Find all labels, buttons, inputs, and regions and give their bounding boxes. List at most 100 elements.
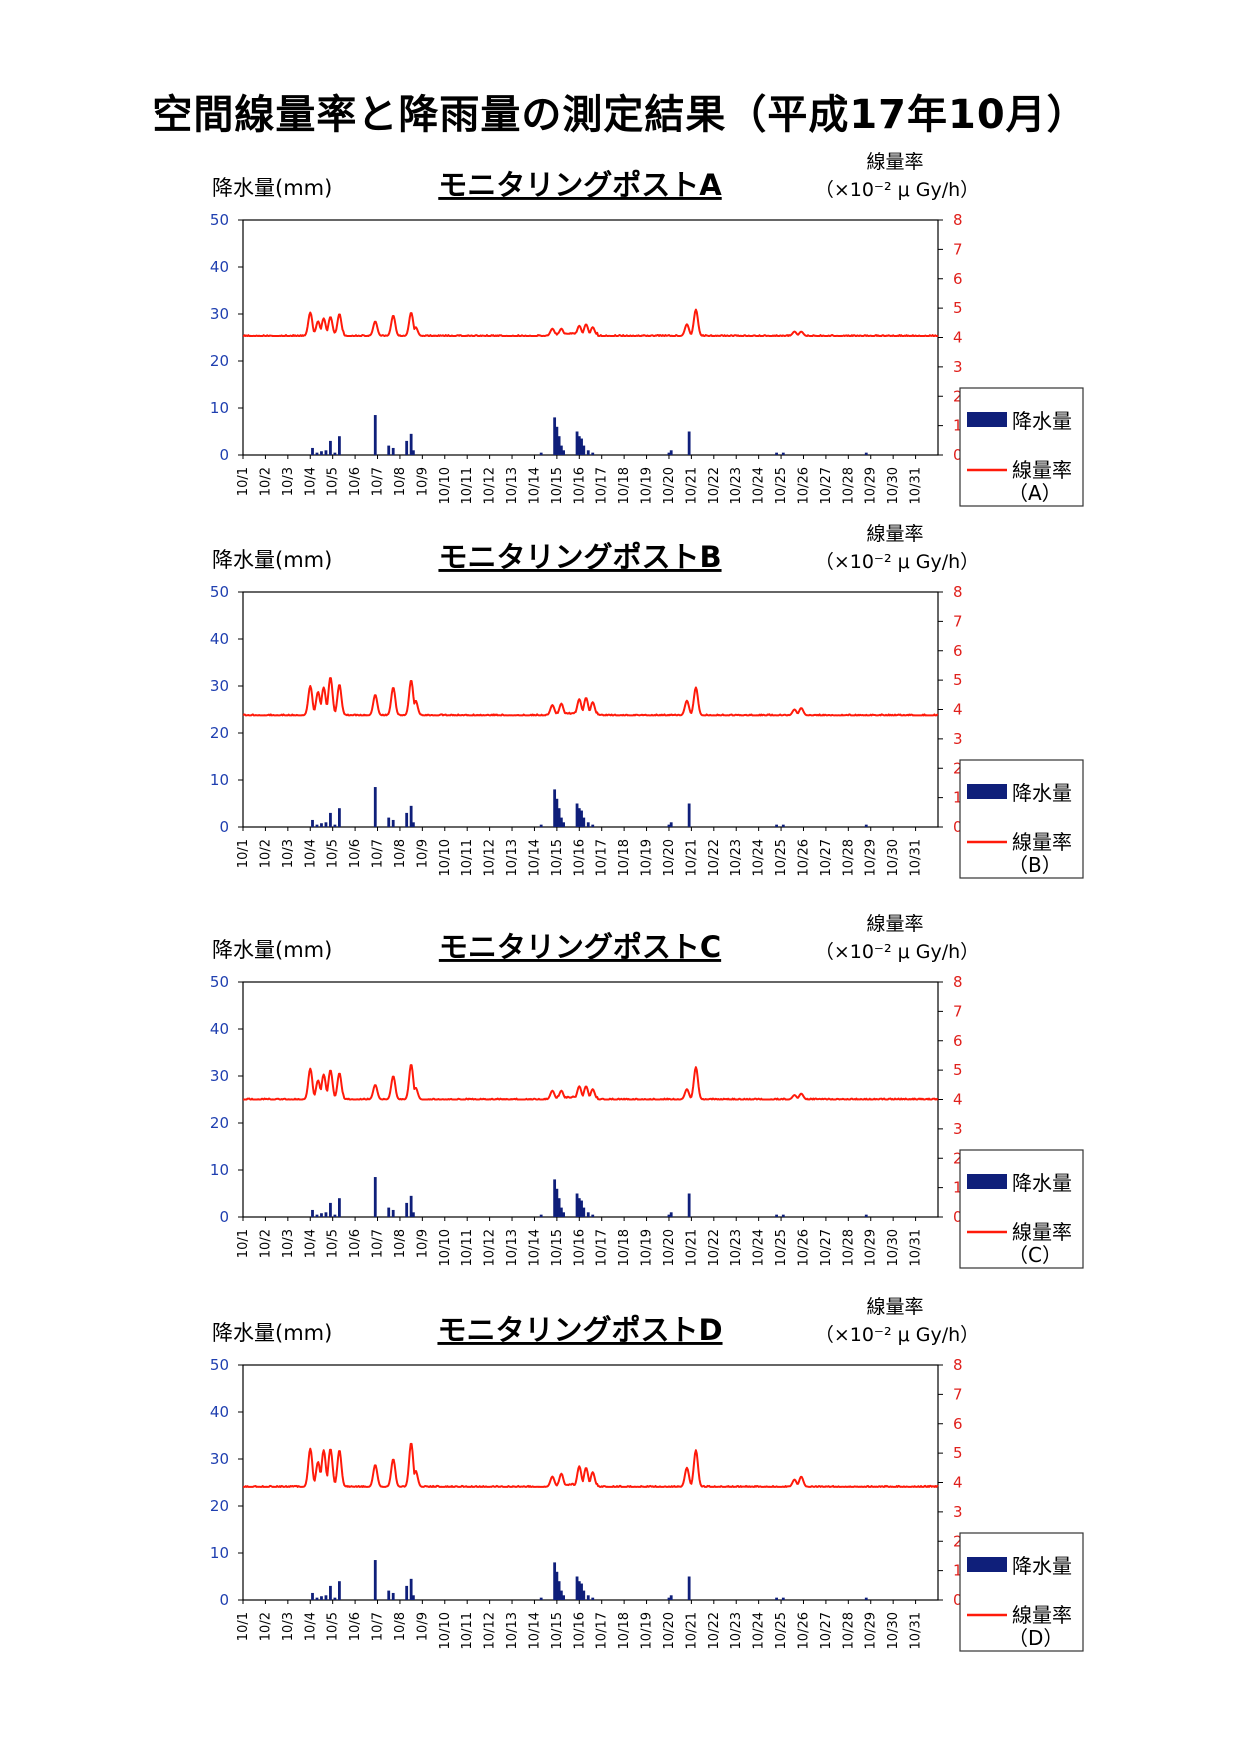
legend-dose-sub: （D） [1008, 1626, 1063, 1650]
rain-bar [315, 452, 319, 455]
x-tick-label: 10/8 [393, 839, 408, 868]
left-axis-label: 降水量(mm) [212, 938, 332, 962]
x-tick-label: 10/17 [595, 467, 610, 504]
x-tick-label: 10/25 [774, 839, 789, 876]
rain-bar [575, 431, 579, 455]
x-tick-label: 10/2 [258, 1612, 273, 1641]
x-tick-label: 10/17 [595, 1229, 610, 1266]
rain-bar [324, 1212, 328, 1217]
chart-title: モニタリングポストC [439, 930, 721, 964]
x-tick-label: 10/1 [236, 1229, 251, 1258]
rain-bar [586, 822, 590, 827]
rain-bar [781, 452, 785, 455]
x-tick-label: 10/28 [841, 467, 856, 504]
rain-bar [311, 819, 314, 827]
left-tick-label: 0 [219, 818, 229, 836]
rain-bar [320, 823, 323, 827]
left-tick-label: 20 [210, 1497, 229, 1515]
rain-bar [411, 450, 415, 455]
right-tick-label: 3 [953, 730, 963, 748]
x-tick-label: 10/9 [415, 1612, 430, 1641]
rain-bar [311, 1209, 314, 1217]
x-tick-label: 10/28 [841, 1229, 856, 1266]
rain-bar [391, 819, 395, 827]
x-tick-label: 10/9 [415, 839, 430, 868]
x-tick-label: 10/23 [729, 1612, 744, 1649]
right-tick-label: 2 [953, 759, 963, 777]
rain-bar [320, 1213, 323, 1217]
x-tick-label: 10/4 [303, 1612, 318, 1641]
rain-bar [391, 1209, 395, 1217]
right-tick-label: 2 [953, 1149, 963, 1167]
right-tick-label: 6 [953, 642, 963, 660]
right-tick-label: 8 [953, 211, 963, 229]
x-tick-label: 10/11 [460, 467, 475, 504]
rain-bar [557, 808, 561, 827]
x-tick-label: 10/18 [617, 1612, 632, 1649]
legend-box [959, 1149, 1084, 1269]
plot-area [242, 219, 939, 456]
rain-bar [575, 803, 579, 827]
rain-bar [405, 440, 409, 455]
rain-bar [411, 822, 415, 827]
rain-bar [539, 1214, 543, 1217]
rain-bar [562, 1595, 565, 1600]
rain-bar [562, 822, 565, 827]
left-tick-label: 30 [210, 1067, 229, 1085]
x-tick-label: 10/24 [752, 1229, 767, 1266]
x-tick-label: 10/31 [909, 1612, 924, 1649]
rain-bar [338, 808, 341, 827]
rain-bar [333, 1597, 337, 1600]
legend-rain-swatch [967, 412, 1007, 427]
rain-bar [586, 1595, 590, 1600]
rain-bar [562, 1212, 565, 1217]
x-tick-label: 10/5 [326, 1612, 341, 1641]
x-tick-label: 10/10 [438, 1229, 453, 1266]
left-tick-label: 20 [210, 352, 229, 370]
left-tick-label: 10 [210, 771, 229, 789]
x-tick-label: 10/30 [886, 1229, 901, 1266]
rain-bar [329, 440, 332, 455]
rain-bar [324, 1595, 328, 1600]
rain-bar [580, 810, 583, 827]
rain-bar [781, 1597, 785, 1600]
rain-bar [324, 450, 328, 455]
legend-rain-label: 降水量 [1012, 409, 1072, 433]
x-tick-label: 10/29 [864, 467, 879, 504]
rain-bar [687, 1576, 691, 1600]
left-tick-label: 0 [219, 1591, 229, 1609]
legend-box [959, 759, 1084, 879]
x-tick-label: 10/29 [864, 1612, 879, 1649]
rain-bar [553, 1179, 557, 1217]
right-tick-label: 8 [953, 973, 963, 991]
left-tick-label: 0 [219, 1208, 229, 1226]
x-tick-label: 10/31 [909, 467, 924, 504]
chart-title: モニタリングポストB [438, 540, 721, 574]
rain-bar [373, 1177, 377, 1217]
x-tick-label: 10/7 [371, 1612, 386, 1641]
x-tick-label: 10/13 [505, 1229, 520, 1266]
left-tick-label: 40 [210, 1403, 229, 1421]
right-tick-label: 4 [953, 329, 963, 347]
rain-bar [391, 447, 395, 455]
left-tick-label: 30 [210, 1450, 229, 1468]
x-tick-label: 10/19 [640, 1612, 655, 1649]
x-tick-label: 10/27 [819, 839, 834, 876]
left-axis-label: 降水量(mm) [212, 548, 332, 572]
x-tick-label: 10/21 [684, 1229, 699, 1266]
right-tick-label: 5 [953, 299, 963, 317]
rain-bar [324, 822, 328, 827]
x-tick-label: 10/21 [684, 467, 699, 504]
x-tick-label: 10/26 [796, 1612, 811, 1649]
chart-title: モニタリングポストA [438, 168, 722, 202]
right-tick-label: 6 [953, 270, 963, 288]
x-tick-label: 10/9 [415, 1229, 430, 1258]
rain-bar [575, 1193, 579, 1217]
x-tick-label: 10/25 [774, 1612, 789, 1649]
right-axis-unit: （×10⁻² μ Gy/h） [815, 941, 979, 963]
x-tick-label: 10/9 [415, 467, 430, 496]
